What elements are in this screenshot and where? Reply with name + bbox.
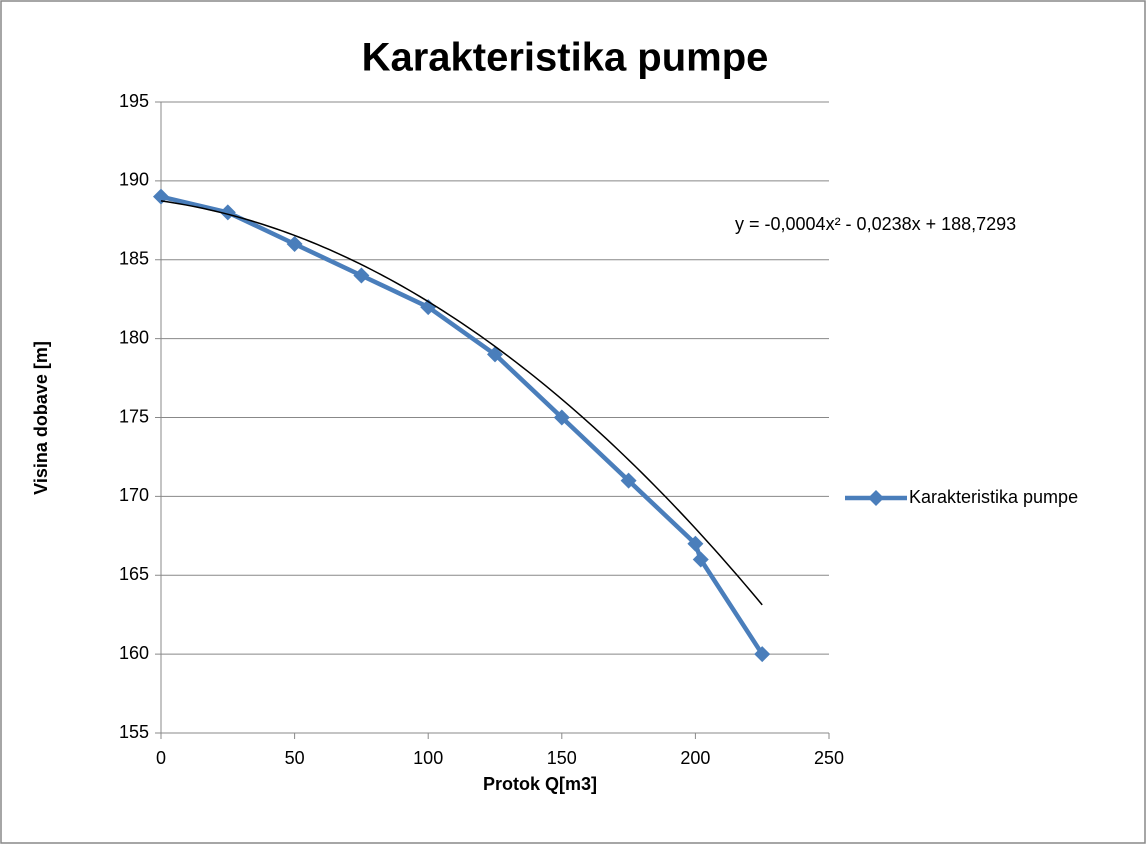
x-axis-label: Protok Q[m3] bbox=[483, 774, 597, 794]
data-point bbox=[692, 551, 709, 568]
y-tick-label: 175 bbox=[119, 406, 149, 426]
trendline bbox=[160, 200, 763, 606]
y-tick-label: 165 bbox=[119, 564, 149, 584]
data-point bbox=[687, 535, 704, 552]
data-point bbox=[487, 346, 503, 363]
data-point bbox=[153, 188, 169, 205]
x-tick-label: 150 bbox=[547, 748, 577, 768]
chart-title: Karakteristika pumpe bbox=[362, 36, 769, 80]
x-tick-label: 0 bbox=[156, 748, 166, 768]
y-tick-label: 180 bbox=[119, 327, 149, 347]
data-point bbox=[620, 472, 637, 489]
data-point bbox=[286, 235, 303, 252]
x-tick-label: 50 bbox=[285, 748, 305, 768]
y-tick-label: 160 bbox=[119, 643, 149, 663]
y-tick-label: 155 bbox=[119, 722, 149, 742]
data-point bbox=[420, 299, 437, 316]
data-point bbox=[553, 409, 570, 426]
legend-label: Karakteristika pumpe bbox=[909, 487, 1078, 507]
x-tick-label: 250 bbox=[814, 748, 844, 768]
data-point bbox=[219, 204, 236, 221]
y-tick-label: 190 bbox=[119, 170, 149, 190]
data-point bbox=[353, 267, 370, 284]
data-point bbox=[754, 646, 771, 663]
y-tick-label: 195 bbox=[119, 91, 149, 111]
y-tick-label: 170 bbox=[119, 485, 149, 505]
x-tick-label: 100 bbox=[413, 748, 443, 768]
trendline-equation: y = -0,0004x² - 0,0238x + 188,7293 bbox=[735, 214, 1016, 234]
x-tick-label: 200 bbox=[680, 748, 710, 768]
y-tick-label: 185 bbox=[119, 249, 149, 269]
y-axis-label: Visina dobave [m] bbox=[31, 341, 51, 495]
legend-marker bbox=[868, 490, 884, 506]
